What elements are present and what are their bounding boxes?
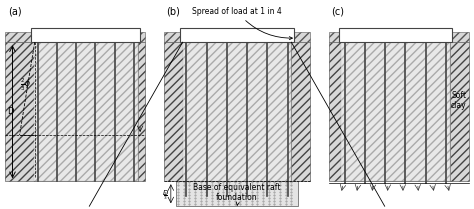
Text: $\frac{2}{3}\phi$: $\frac{2}{3}\phi$ bbox=[20, 76, 31, 93]
Bar bbox=[182, 42, 292, 181]
Bar bbox=[341, 42, 450, 181]
Bar bbox=[5, 42, 145, 181]
Text: (b): (b) bbox=[166, 7, 180, 17]
Bar bbox=[5, 32, 145, 42]
Text: Base of equivalent raft
foundation: Base of equivalent raft foundation bbox=[193, 183, 281, 205]
Text: (c): (c) bbox=[331, 7, 345, 17]
Text: Soft
clay: Soft clay bbox=[451, 91, 466, 110]
Text: $\frac{2}{3}$: $\frac{2}{3}$ bbox=[163, 190, 167, 202]
Bar bbox=[329, 32, 469, 42]
Text: D: D bbox=[7, 107, 13, 116]
Bar bbox=[164, 32, 310, 42]
Bar bbox=[34, 42, 138, 181]
Text: Spread of load at 1 in 4: Spread of load at 1 in 4 bbox=[192, 7, 292, 40]
Bar bbox=[180, 28, 294, 42]
Bar bbox=[341, 42, 450, 181]
Bar bbox=[182, 42, 292, 181]
Bar bbox=[329, 42, 469, 181]
Bar bbox=[164, 42, 310, 181]
Bar bbox=[34, 42, 138, 181]
Text: $D$: $D$ bbox=[162, 188, 169, 197]
Bar bbox=[175, 181, 299, 206]
Bar bbox=[31, 28, 140, 42]
Text: (a): (a) bbox=[8, 7, 21, 17]
Bar bbox=[338, 28, 452, 42]
